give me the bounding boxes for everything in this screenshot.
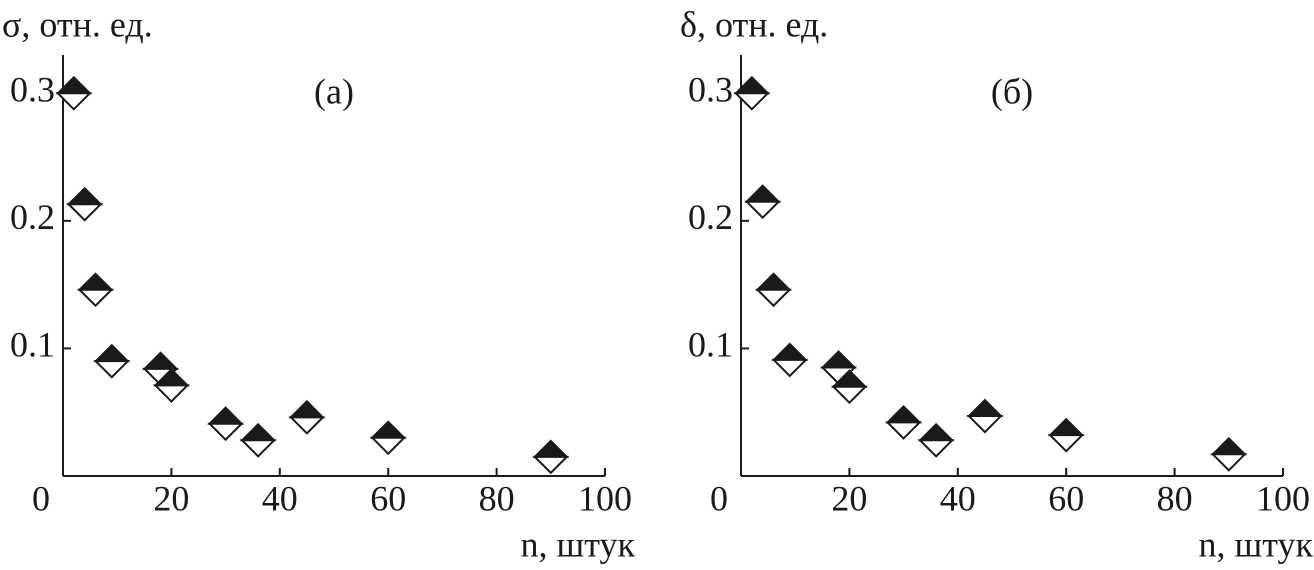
x-tick-label: 60 <box>370 478 406 518</box>
point-top <box>820 350 857 369</box>
point-bottom <box>885 421 923 440</box>
point-bottom <box>532 455 570 475</box>
point <box>369 420 407 456</box>
x-tick-label: 100 <box>1256 478 1310 518</box>
point-bottom <box>288 416 326 435</box>
point-bottom <box>66 203 104 222</box>
point-bottom <box>1047 434 1085 453</box>
point <box>77 272 114 308</box>
point-bottom <box>966 415 1004 434</box>
point-bottom <box>93 360 131 379</box>
point <box>207 406 245 442</box>
x-tick-label: 40 <box>940 478 976 518</box>
point-bottom <box>744 200 782 220</box>
point <box>239 422 277 458</box>
point <box>1047 417 1085 453</box>
point-top <box>239 422 277 442</box>
point <box>885 405 923 440</box>
x-tick-label: 0 <box>710 478 728 518</box>
point-top <box>744 184 782 203</box>
point <box>755 272 792 308</box>
point-top <box>532 439 570 458</box>
point-top <box>93 343 131 363</box>
point <box>93 343 131 379</box>
point <box>733 75 771 111</box>
point <box>744 184 782 220</box>
point <box>1210 436 1248 472</box>
point-top <box>1210 436 1248 456</box>
point-top <box>207 406 245 425</box>
point-bottom <box>830 385 868 405</box>
point-bottom <box>369 436 407 456</box>
y-axis-label: σ, отн. ед. <box>2 4 153 44</box>
point-top <box>1047 417 1085 437</box>
annotation: (б) <box>991 71 1033 111</box>
point <box>820 350 857 385</box>
point-bottom <box>755 288 792 308</box>
y-tick-label: 0.1 <box>688 325 733 365</box>
x-axis-label: n, штук <box>1199 524 1314 564</box>
x-tick-label: 20 <box>831 478 867 518</box>
point <box>152 368 190 403</box>
point-bottom <box>1210 453 1248 472</box>
point <box>66 186 104 222</box>
point-top <box>369 420 407 439</box>
point-bottom <box>239 439 277 458</box>
x-tick-label: 40 <box>262 478 298 518</box>
annotation: (а) <box>314 71 354 111</box>
point-top <box>966 398 1004 418</box>
y-axis-label: δ, отн. ед. <box>680 4 828 44</box>
point <box>917 422 955 458</box>
point <box>966 398 1004 434</box>
point-top <box>142 351 179 370</box>
point-bottom <box>771 358 809 378</box>
y-tick-label: 0.1 <box>10 325 55 365</box>
chart-panel: δ, отн. ед. n, штук (б) 0.1 0.2 0.3 0 20 40 60 80 1… <box>680 4 1314 564</box>
point-top <box>77 272 114 291</box>
point-bottom <box>55 92 93 111</box>
y-tick-label: 0.2 <box>688 197 733 237</box>
y-tick-label: 0.3 <box>688 70 733 110</box>
x-tick-label: 80 <box>479 478 515 518</box>
point-bottom <box>152 384 190 403</box>
point-top <box>917 422 955 442</box>
point <box>771 342 809 378</box>
point-bottom <box>207 422 245 442</box>
y-tick-label: 0.2 <box>10 197 55 237</box>
point <box>532 439 570 475</box>
x-tick-label: 100 <box>578 478 632 518</box>
y-tick-label: 0.3 <box>10 70 55 110</box>
point-top <box>66 186 104 206</box>
point <box>288 399 326 435</box>
chart-panel: σ, отн. ед. n, штук (а) 0.1 0.2 0.3 0 20 40 60 80 1… <box>2 4 636 564</box>
x-tick-label: 0 <box>32 478 50 518</box>
point-bottom <box>733 92 771 111</box>
point <box>830 369 868 405</box>
point-top <box>885 405 923 424</box>
point-bottom <box>77 288 114 308</box>
point-top <box>755 272 792 291</box>
x-axis-label: n, штук <box>521 524 636 564</box>
x-tick-label: 60 <box>1048 478 1084 518</box>
x-tick-label: 20 <box>153 478 189 518</box>
point-top <box>288 399 326 419</box>
x-tick-label: 80 <box>1157 478 1193 518</box>
point-bottom <box>917 439 955 458</box>
point <box>55 75 93 111</box>
point-top <box>771 342 809 361</box>
